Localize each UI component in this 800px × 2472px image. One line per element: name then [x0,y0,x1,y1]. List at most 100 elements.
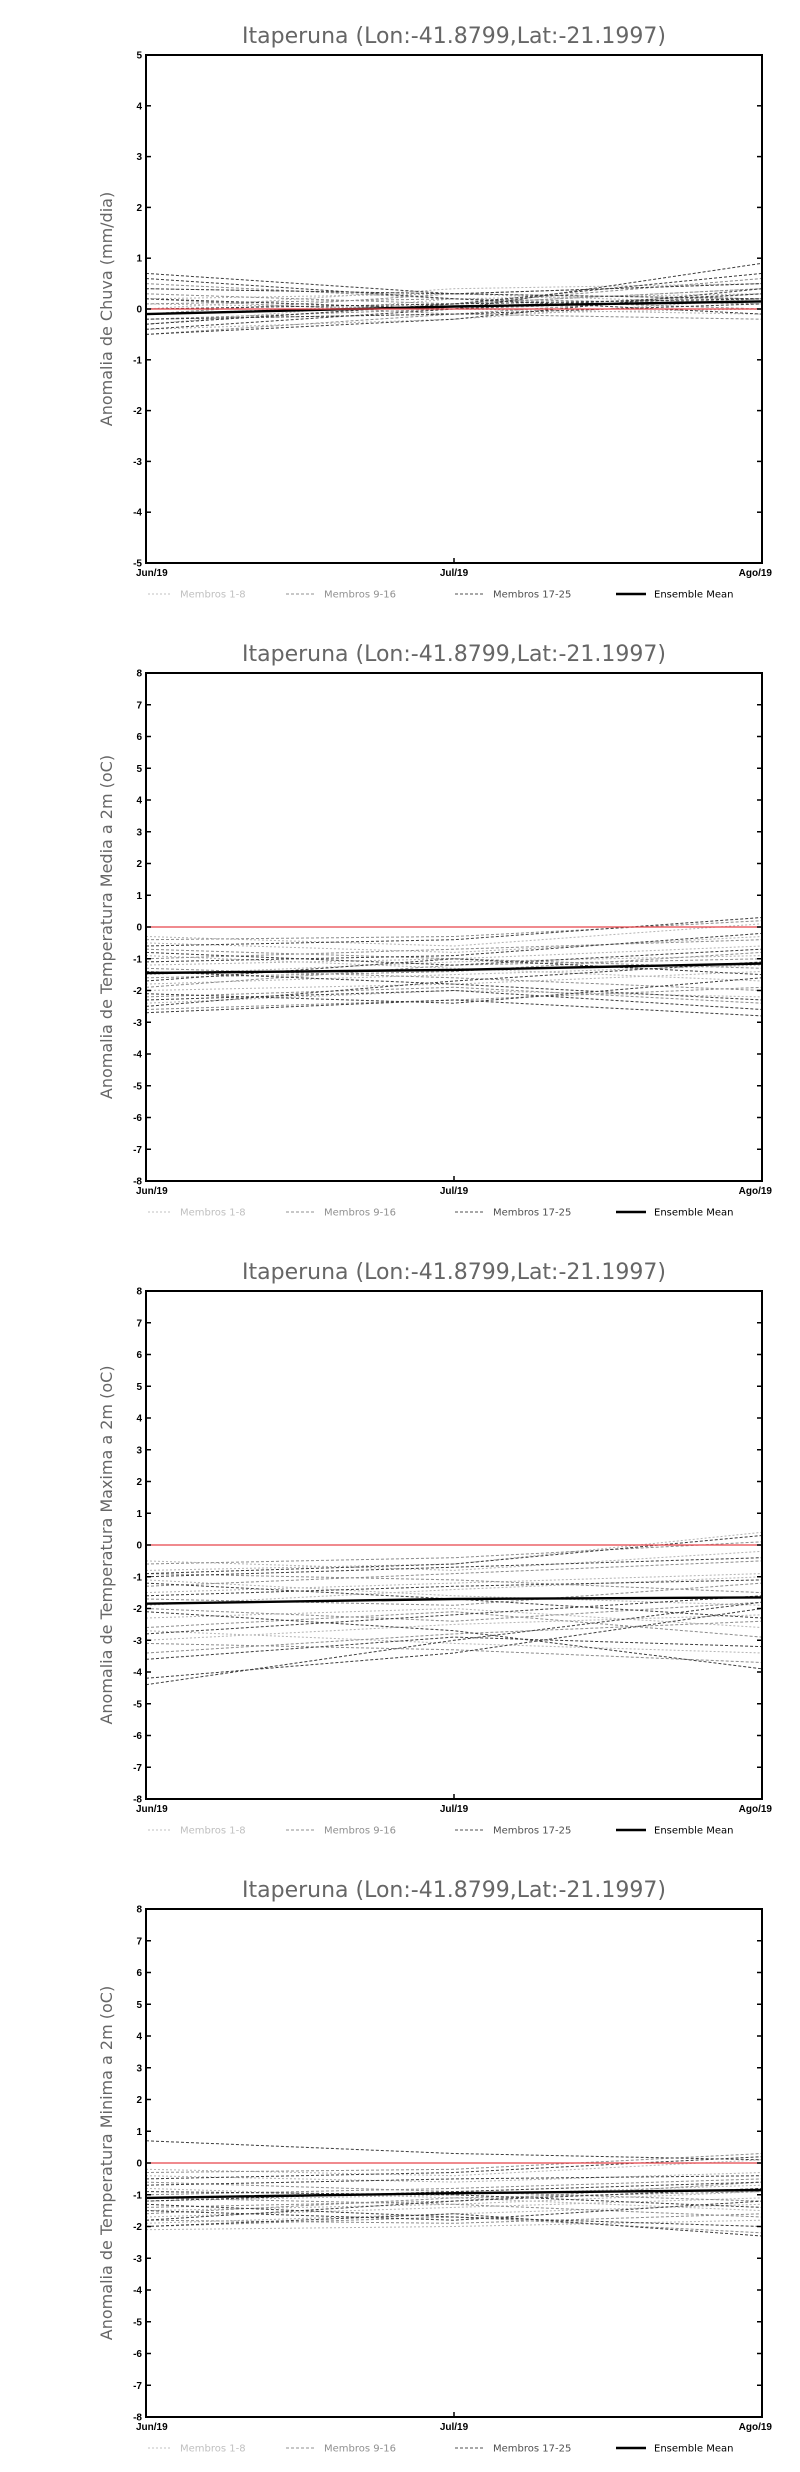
y-tick-label: 4 [136,796,142,807]
chart-title: Itaperuna (Lon:-41.8799,Lat:-21.1997) [242,24,666,49]
member-line [145,2184,763,2202]
member-line [145,917,763,947]
y-tick-label: 7 [136,700,142,711]
member-line [145,2216,763,2234]
member-line [145,999,763,1017]
member-line [145,308,763,320]
legend: Membros 1-8 Membros 9-16 Membros 17-25 Ense… [148,2444,733,2455]
series-group [145,2140,763,2237]
member-line [145,278,763,305]
legend-label: Ensemble Mean [654,1826,733,1837]
x-tick-label: Jul/19 [440,568,469,579]
member-line [145,932,763,963]
y-tick-label: -6 [133,1731,142,1742]
y-tick-label: -1 [133,1572,142,1583]
y-tick-label: 8 [136,1905,142,1916]
y-tick-label: -5 [133,559,142,570]
y-tick-label: 0 [136,923,142,934]
y-tick-label: 5 [136,2000,142,2011]
legend: Membros 1-8 Membros 9-16 Membros 17-25 Ense… [148,590,733,601]
y-tick-label: 1 [136,1509,142,1520]
member-line [145,278,763,315]
y-tick-label: 4 [136,1414,142,1425]
member-line [145,955,763,982]
member-line [145,986,763,1004]
member-line [145,1607,763,1628]
y-tick-label: 0 [136,305,142,316]
y-tick-label: -7 [133,1145,142,1156]
member-line [145,288,763,300]
series-group [145,1531,763,1686]
y-tick-label: -4 [133,508,142,519]
member-line [145,293,763,325]
member-line [145,948,763,966]
series-group [145,262,763,335]
y-axis-title: Anomalia de Temperatura Media a 2m (oC) [97,755,116,1099]
x-tick-label: Jun/19 [136,1186,168,1197]
member-line [145,2191,763,2212]
member-line [145,948,763,969]
y-tick-label: 1 [136,2127,142,2138]
legend-label: Membros 17-25 [493,2444,571,2455]
member-line [145,1614,763,1641]
chart-panel-2: Itaperuna (Lon:-41.8799,Lat:-21.1997) Ano… [97,642,772,1219]
y-tick-label: 5 [136,1382,142,1393]
member-line [145,1573,763,1594]
chart-title: Itaperuna (Lon:-41.8799,Lat:-21.1997) [242,1260,666,1285]
y-tick-label: -1 [133,954,142,965]
member-line [145,2213,763,2237]
member-line [145,2197,763,2218]
y-tick-label: 3 [136,827,142,838]
member-line [145,298,763,320]
member-line [145,2181,763,2202]
member-line [145,1579,763,1606]
x-tick-label: Jun/19 [136,568,168,579]
member-line [145,298,763,310]
y-tick-label: -5 [133,2317,142,2328]
y-tick-label: -8 [133,2413,142,2424]
member-line [145,920,763,941]
member-line [145,1601,763,1686]
x-tick-label: Jul/19 [440,1186,469,1197]
member-line [145,2203,763,2227]
series-group [145,917,763,1017]
member-line [145,2175,763,2186]
y-tick-label: -5 [133,1081,142,1092]
y-tick-label: -2 [133,406,142,417]
member-line [145,1560,763,1587]
member-line [145,989,763,1004]
y-tick-label: -1 [133,355,142,366]
legend-label: Ensemble Mean [654,2444,733,2455]
legend-label: Membros 17-25 [493,1208,571,1219]
x-tick-label: Jul/19 [440,2422,469,2433]
y-tick-label: -3 [133,1636,142,1647]
member-line [145,2153,763,2173]
member-line [145,1550,763,1571]
ensemble-mean-line [145,962,763,975]
x-tick-label: Ago/19 [739,2422,773,2433]
member-line [145,958,763,982]
x-tick-label: Jun/19 [136,2422,168,2433]
member-line [145,1620,763,1654]
legend: Membros 1-8 Membros 9-16 Membros 17-25 Ense… [148,1208,733,1219]
member-line [145,1541,763,1565]
chart-panel-4: Itaperuna (Lon:-41.8799,Lat:-21.1997) Ano… [97,1878,772,2455]
member-line [145,2159,763,2177]
chart-panel-3: Itaperuna (Lon:-41.8799,Lat:-21.1997) Ano… [97,1260,772,1837]
member-line [145,2181,763,2202]
member-line [145,283,763,310]
legend-label: Membros 1-8 [180,2444,246,2455]
member-line [145,1535,763,1575]
legend-label: Membros 1-8 [180,590,246,601]
member-line [145,2213,763,2224]
legend-label: Membros 9-16 [324,1208,396,1219]
y-tick-label: -4 [133,1050,142,1061]
member-line [145,971,763,991]
y-tick-label: -4 [133,2286,142,2297]
member-line [145,1601,763,1622]
y-tick-label: 5 [136,51,142,62]
member-line [145,298,763,320]
legend-label: Membros 17-25 [493,590,571,601]
y-axis-title: Anomalia de Chuva (mm/dia) [97,192,116,426]
